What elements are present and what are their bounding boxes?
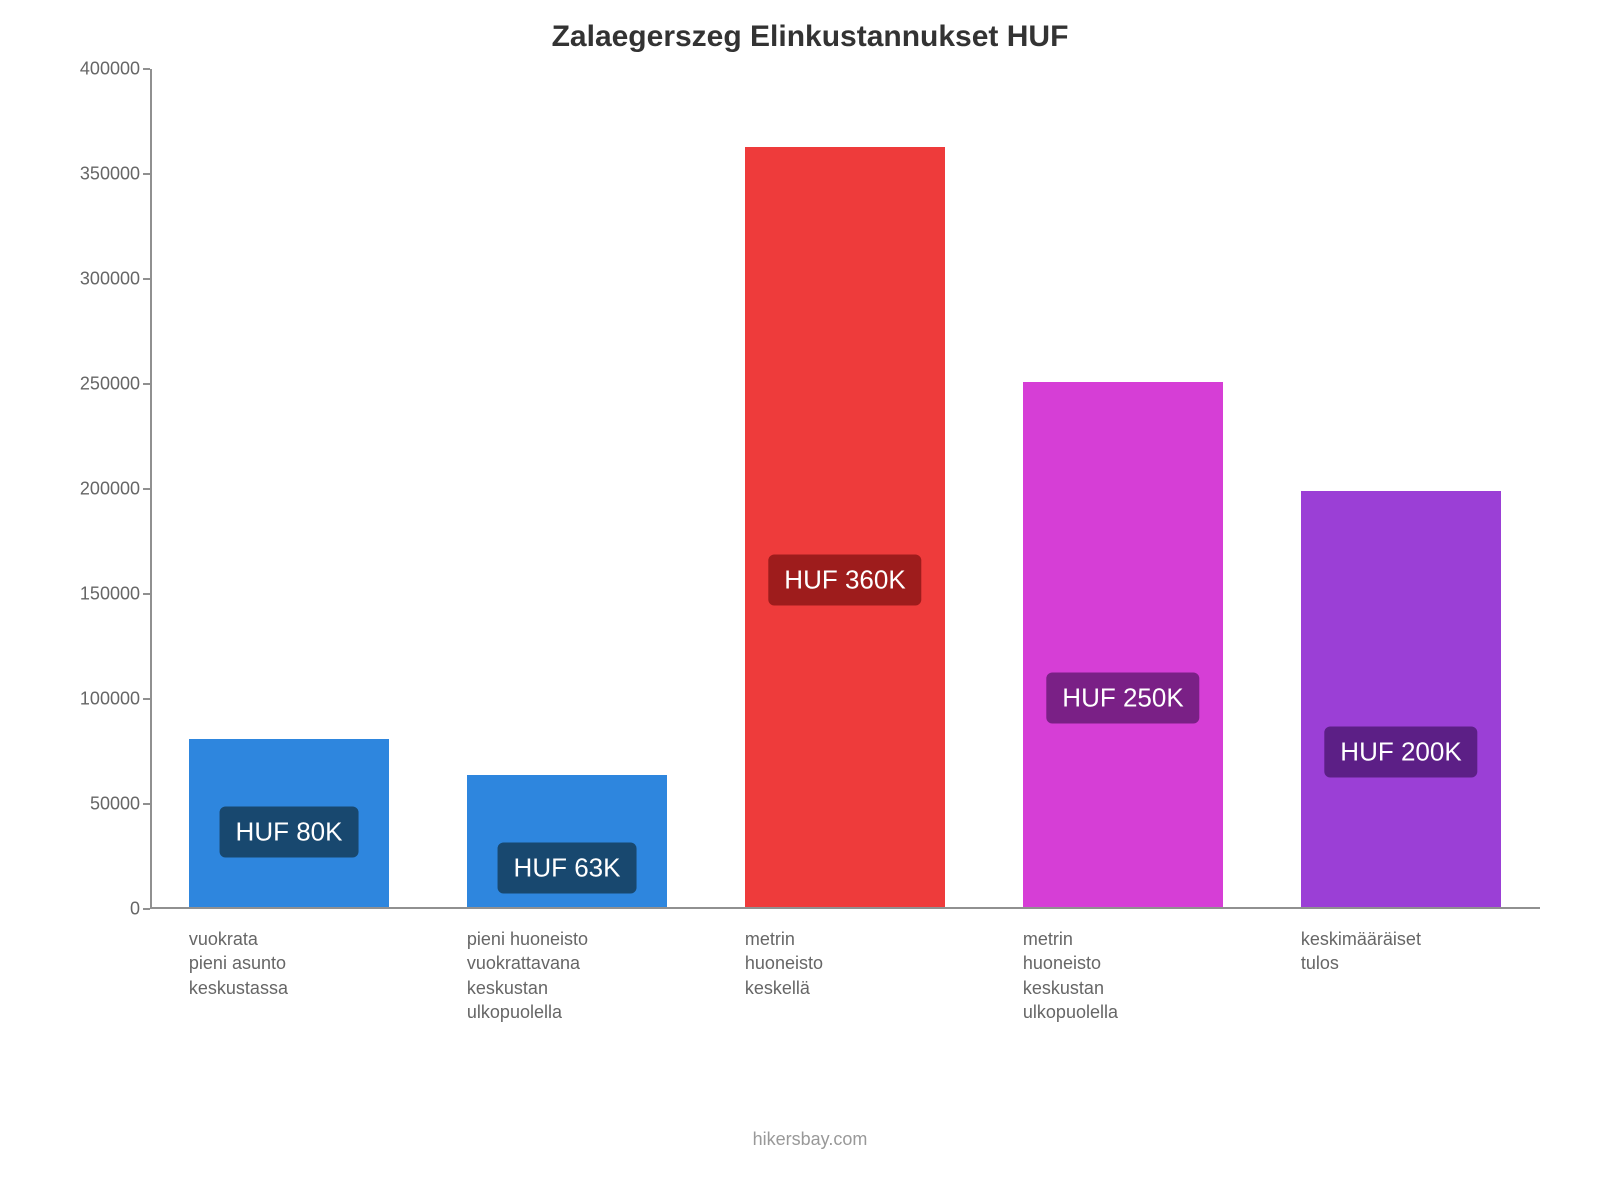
plot-area: 0500001000001500002000002500003000003500… — [150, 69, 1540, 909]
y-tick — [143, 488, 150, 490]
y-tick — [143, 593, 150, 595]
value-badge: HUF 63K — [498, 842, 637, 893]
y-tick — [143, 908, 150, 910]
y-axis — [150, 69, 152, 909]
attribution: hikersbay.com — [60, 1129, 1560, 1150]
x-tick-label: metrin huoneisto keskustan ulkopuolella — [1023, 927, 1223, 1024]
bar — [745, 147, 945, 907]
y-tick-label: 200000 — [50, 479, 140, 500]
y-tick — [143, 803, 150, 805]
y-tick-label: 350000 — [50, 164, 140, 185]
y-tick-label: 50000 — [50, 794, 140, 815]
x-axis — [150, 907, 1540, 909]
x-tick-label: metrin huoneisto keskellä — [745, 927, 945, 1000]
chart-title: Zalaegerszeg Elinkustannukset HUF — [60, 20, 1560, 54]
y-tick-label: 0 — [50, 899, 140, 920]
y-tick-label: 150000 — [50, 584, 140, 605]
chart-container: Zalaegerszeg Elinkustannukset HUF 050000… — [60, 20, 1560, 1170]
value-badge: HUF 80K — [220, 807, 359, 858]
y-tick — [143, 68, 150, 70]
bar — [1023, 382, 1223, 907]
y-tick-label: 300000 — [50, 269, 140, 290]
y-tick-label: 400000 — [50, 59, 140, 80]
y-tick — [143, 173, 150, 175]
x-tick-label: pieni huoneisto vuokrattavana keskustan … — [467, 927, 667, 1024]
value-badge: HUF 250K — [1046, 672, 1199, 723]
x-tick-label: keskimääräiset tulos — [1301, 927, 1501, 976]
y-tick-label: 100000 — [50, 689, 140, 710]
x-tick-label: vuokrata pieni asunto keskustassa — [189, 927, 389, 1000]
y-tick-label: 250000 — [50, 374, 140, 395]
y-tick — [143, 698, 150, 700]
bar — [1301, 491, 1501, 907]
value-badge: HUF 200K — [1324, 727, 1477, 778]
y-tick — [143, 278, 150, 280]
y-tick — [143, 383, 150, 385]
value-badge: HUF 360K — [768, 554, 921, 605]
